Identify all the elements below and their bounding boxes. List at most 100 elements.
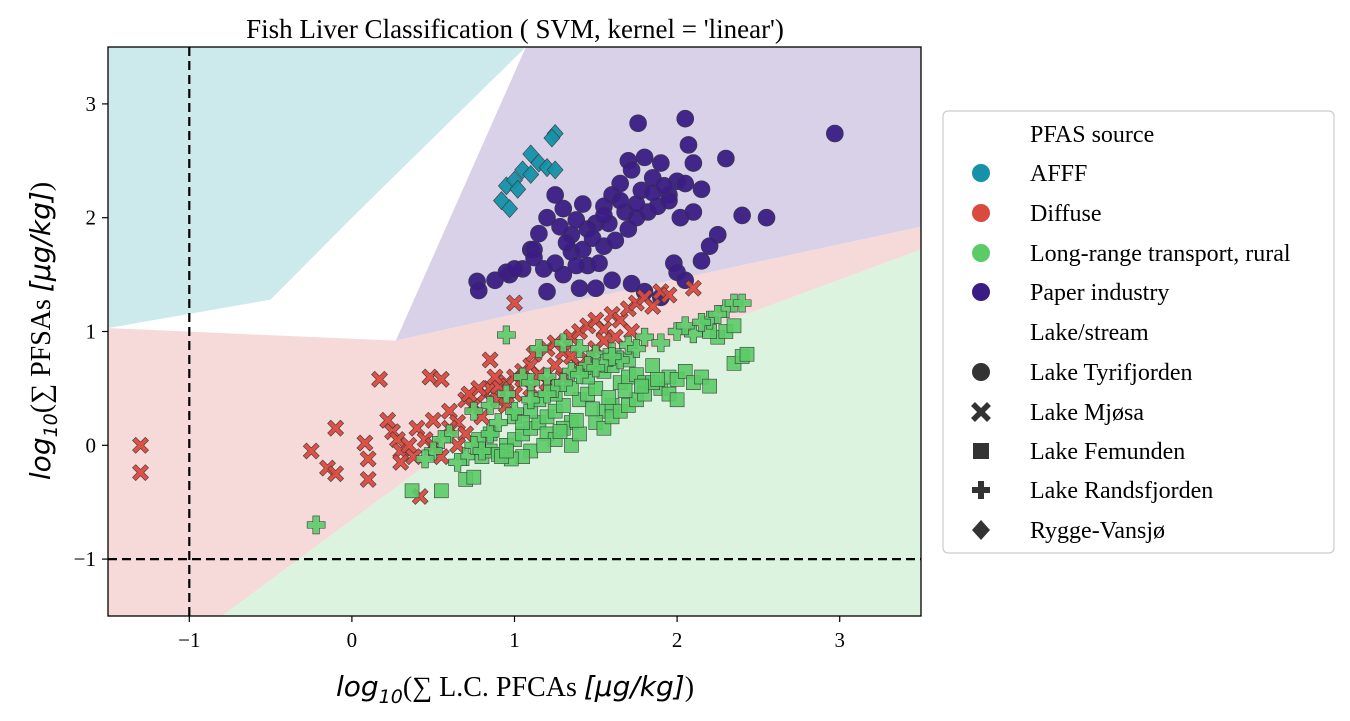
point-diffuse xyxy=(486,368,504,386)
legend-marker-circle-icon xyxy=(972,363,990,381)
point-paper-industry xyxy=(655,177,673,195)
point-long-range-transport-rural xyxy=(726,318,742,334)
y-tick-label: 0 xyxy=(86,433,97,457)
point-paper-industry xyxy=(538,208,556,227)
legend-label-femunden: Lake Femunden xyxy=(1030,439,1185,465)
point-diffuse xyxy=(684,279,702,297)
point-paper-industry xyxy=(551,218,569,236)
point-lake-randsfjorden xyxy=(651,333,671,353)
point-diffuse xyxy=(392,453,410,471)
point-afff xyxy=(509,179,527,199)
point-paper-industry xyxy=(635,148,654,167)
legend-marker-diamond-icon xyxy=(972,520,990,540)
x-label-unit: [μg/kg] xyxy=(584,670,685,703)
x-tick-label: 1 xyxy=(509,628,520,652)
point-paper-industry xyxy=(684,154,703,172)
point-paper-industry xyxy=(557,233,576,252)
x-tick-label: −1 xyxy=(178,628,200,652)
x-label-log: log xyxy=(336,670,379,703)
point-lake-randsfjorden xyxy=(497,325,516,345)
point-lake-randsfjorden xyxy=(635,327,654,347)
point-long-range-transport-rural xyxy=(552,424,568,439)
legend-frame xyxy=(942,110,1335,554)
point-lake-randsfjorden xyxy=(570,365,589,385)
point-diffuse xyxy=(302,442,320,460)
point-long-range-transport-rural xyxy=(669,392,685,408)
y-label-sum: (∑ xyxy=(26,384,57,413)
x-label-sum: (∑ xyxy=(403,672,432,703)
point-lake-randsfjorden xyxy=(586,358,606,378)
point-long-range-transport-rural xyxy=(585,401,600,417)
point-paper-industry xyxy=(629,114,647,133)
x-tick-label: 0 xyxy=(347,628,358,652)
point-diffuse xyxy=(424,411,442,429)
point-diffuse xyxy=(132,436,149,454)
point-paper-industry xyxy=(733,206,751,225)
point-paper-industry xyxy=(573,195,592,213)
y-label-log: log xyxy=(24,437,57,480)
point-lake-randsfjorden xyxy=(692,313,711,332)
legend-marker-plus-icon xyxy=(972,481,990,499)
point-lake-randsfjorden xyxy=(505,401,524,421)
point-lake-randsfjorden xyxy=(553,373,573,393)
legend-marker-paper-industry xyxy=(972,283,990,301)
point-paper-industry xyxy=(622,161,641,179)
region-long-range-transport-rural xyxy=(221,249,921,616)
point-diffuse xyxy=(359,471,377,488)
point-lake-randsfjorden xyxy=(529,339,549,358)
point-lake-randsfjorden xyxy=(570,339,589,358)
point-paper-industry xyxy=(611,191,629,210)
legend-label-mjosa: Lake Mjøsa xyxy=(1030,400,1144,426)
point-long-range-transport-rural xyxy=(596,420,612,436)
point-lake-randsfjorden xyxy=(602,347,622,366)
point-paper-industry xyxy=(692,180,711,199)
point-diffuse xyxy=(327,419,345,437)
legend-label-diffuse: Diffuse xyxy=(1030,201,1102,227)
point-paper-industry xyxy=(606,231,625,250)
point-diffuse xyxy=(356,434,374,452)
point-paper-industry xyxy=(692,252,711,270)
point-paper-industry xyxy=(676,174,695,193)
point-paper-industry xyxy=(684,203,703,221)
point-paper-industry xyxy=(573,240,592,259)
point-long-range-transport-rural xyxy=(466,469,482,485)
point-paper-industry xyxy=(538,282,556,301)
point-lake-randsfjorden xyxy=(537,384,557,404)
point-paper-industry xyxy=(826,124,844,143)
legend-marker-long-range xyxy=(972,244,990,262)
point-paper-industry xyxy=(700,237,719,255)
point-paper-industry xyxy=(603,271,621,290)
point-lake-randsfjorden xyxy=(708,305,728,324)
region-afff xyxy=(108,47,526,329)
legend-color-title: PFAS source xyxy=(1030,122,1154,148)
point-paper-industry xyxy=(595,206,613,225)
point-paper-industry xyxy=(586,279,605,298)
point-lake-randsfjorden xyxy=(497,384,516,404)
point-long-range-transport-rural xyxy=(601,390,617,405)
y-tick-label: 1 xyxy=(86,320,97,344)
point-long-range-transport-rural xyxy=(564,437,579,453)
point-paper-industry xyxy=(622,274,641,293)
point-long-range-transport-rural xyxy=(588,381,604,396)
point-paper-industry xyxy=(627,195,646,213)
x-label-text: L.C. PFCAs xyxy=(432,672,584,703)
legend-marker-square-icon xyxy=(973,443,989,459)
point-long-range-transport-rural xyxy=(739,346,755,362)
point-long-range-transport-rural xyxy=(404,483,420,499)
point-lake-randsfjorden xyxy=(480,424,500,444)
point-long-range-transport-rural xyxy=(555,398,571,413)
legend-label-randsfjorden: Lake Randsfjorden xyxy=(1030,478,1213,504)
legend-marker-afff xyxy=(972,164,990,182)
point-lake-randsfjorden xyxy=(423,441,443,461)
point-long-range-transport-rural xyxy=(650,371,665,387)
legend-marker-title: Lake/stream xyxy=(1030,320,1149,346)
y-tick-label: 3 xyxy=(86,92,97,116)
y-label-close: ) xyxy=(26,182,57,191)
legend-label-paper-industry: Paper industry xyxy=(1030,280,1169,306)
point-long-range-transport-rural xyxy=(677,364,693,379)
x-label-base: 10 xyxy=(379,686,403,708)
point-lake-randsfjorden xyxy=(675,316,695,336)
legend-marker-diffuse xyxy=(972,204,990,222)
point-lake-randsfjorden xyxy=(415,449,435,469)
legend-label-long-range: Long-range transport, rural xyxy=(1030,241,1291,267)
